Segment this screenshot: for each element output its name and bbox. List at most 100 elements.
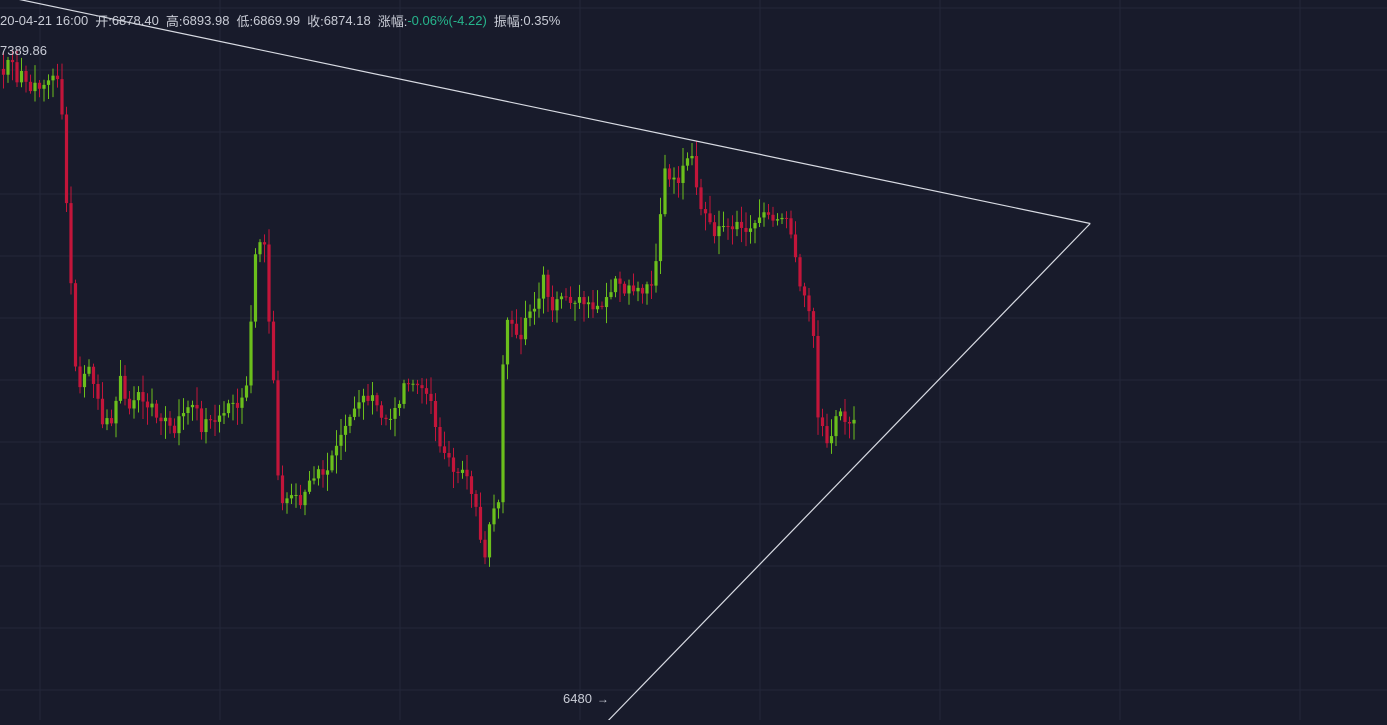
candle-body [123,375,127,399]
candle-body [145,401,150,408]
datetime-label: 20-04-21 16:00 [0,13,89,28]
candle-body [595,305,600,310]
candle-body [33,82,37,92]
candle-body [550,296,555,311]
candle-body [141,392,145,402]
candle-body [397,403,402,408]
candle-body [109,418,114,424]
candle-body [523,317,528,340]
candle-body [420,385,424,389]
candle-body [609,292,613,298]
candle-body [163,417,168,422]
candle-body [469,476,474,494]
candle-body [847,421,852,424]
candle-body [721,226,726,228]
candle-body [483,539,487,558]
candle-body [456,471,460,473]
candle-body [532,308,537,312]
candle-body [555,299,559,311]
candle-body [78,366,82,388]
candle-body [582,297,586,305]
candle-body [834,416,838,437]
candle-body [150,403,154,408]
candle-body [321,469,325,475]
candle-body [793,234,798,258]
candle-body [802,286,807,296]
candle-body [618,278,622,284]
candle-body [352,408,357,417]
candle-body [676,177,681,184]
candle-body [627,285,631,294]
candle-body [613,278,618,293]
candle-body [276,380,280,476]
candle-body [762,212,766,218]
candle-body [694,156,699,188]
candle-body [222,413,226,416]
candle-body [168,417,172,426]
candle-body [303,491,307,506]
candle-body [820,417,825,427]
candle-body [154,403,159,418]
candle-body [537,298,541,309]
candle-body [159,417,163,422]
candle-body [51,75,55,81]
candle-body [55,75,60,80]
candle-body [285,498,289,504]
candle-body [447,453,451,458]
candle-body [19,70,24,83]
candles [1,49,856,567]
candle-body [15,62,19,83]
candle-body [114,400,118,424]
candle-body [654,261,658,286]
candle-body [118,375,123,401]
candle-body [685,158,690,166]
candle-body [753,222,757,229]
min-price-value: 6480 [563,691,592,706]
candle-body [96,383,100,399]
low-value: 6869.99 [253,13,301,28]
candle-body [775,219,780,221]
candle-body [433,400,438,427]
candle-body [681,165,685,184]
candle-body [825,426,829,444]
candle-body [784,217,789,219]
candle-body [766,212,771,215]
candle-body [807,295,811,312]
candle-body [393,407,397,419]
candle-body [384,417,388,420]
candle-body [249,321,253,386]
candle-body [739,221,744,228]
candle-body [411,383,415,385]
candle-body [564,296,568,298]
candle-body [235,402,240,408]
candle-body [46,80,51,85]
candle-body [744,227,748,232]
candle-body [280,475,285,504]
candle-body [474,493,478,507]
candle-body [424,388,429,394]
candle-body [699,187,703,210]
candle-body [357,402,361,409]
candle-body [204,419,208,433]
candle-body [37,82,42,89]
candle-body [667,168,672,180]
candle-body [325,470,330,475]
candle-body [10,59,15,63]
candle-body [267,244,271,322]
candle-body [186,407,190,414]
max-price-marker: 7389.86 [0,43,47,58]
candle-body [528,311,532,318]
candle-body [312,478,316,481]
change-value: -0.06%(-4.22) [407,13,487,28]
candle-body [703,209,708,214]
candle-body [330,455,334,471]
candle-body [663,168,667,215]
candle-body [708,213,712,223]
candle-body [600,305,604,308]
candle-body [136,392,141,401]
candle-body [672,177,676,180]
candle-body [591,302,595,310]
